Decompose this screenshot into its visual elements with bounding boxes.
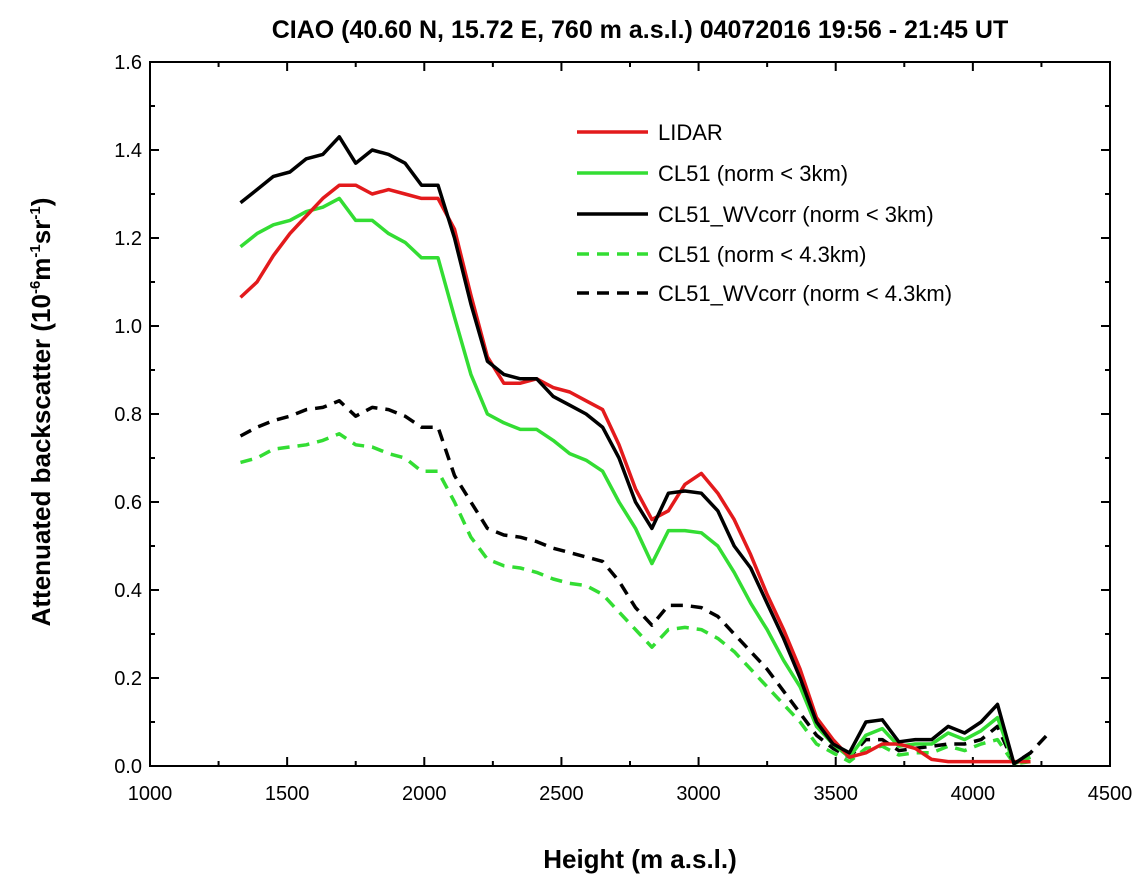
series-line-2 <box>239 135 1032 766</box>
x-tick-label: 3500 <box>813 783 858 805</box>
x-tick-label: 1000 <box>128 783 173 805</box>
x-tick-label: 1500 <box>265 783 310 805</box>
y-axis-label: Attenuated backscatter (10-6m-1sr-1) <box>26 198 56 627</box>
chart-title: CIAO (40.60 N, 15.72 E, 760 m a.s.l.) 04… <box>272 16 1009 44</box>
legend-label-2: CL51_WVcorr (norm < 3km) <box>658 202 934 227</box>
y-tick-label: 0.6 <box>114 492 142 514</box>
y-tick-label: 1.6 <box>114 52 142 74</box>
legend-label-0: LIDAR <box>658 120 723 145</box>
plot-area: 1000 1500 2000 2500 3000 3500 4000 4500 0.0 0.2 0.… <box>114 52 1132 805</box>
series-line-3 <box>240 432 1031 766</box>
y-tick-label: 1.0 <box>114 316 142 338</box>
y-axis-label-exp1: -6 <box>27 281 44 294</box>
y-axis-label-exp2: -1 <box>27 244 44 257</box>
y-tick-label: 0.4 <box>114 580 142 602</box>
y-tick-label: 0.8 <box>114 404 142 426</box>
y-axis-label-end: ) <box>26 198 56 207</box>
y-axis-label-exp3: -1 <box>27 206 44 219</box>
series-line-1 <box>239 196 1032 766</box>
x-tick-label: 4000 <box>951 783 996 805</box>
y-axis-label-mid: m <box>26 258 56 281</box>
legend-label-4: CL51_WVcorr (norm < 4.3km) <box>658 281 952 306</box>
x-tick-label: 4500 <box>1088 783 1133 805</box>
x-tick-label: 3000 <box>676 783 721 805</box>
x-tick-label: 2000 <box>402 783 447 805</box>
legend-label-1: CL51 (norm < 3km) <box>658 161 848 186</box>
y-tick-label: 0.0 <box>114 756 142 778</box>
x-axis-label: Height (m a.s.l.) <box>543 844 737 874</box>
series-line-4 <box>239 399 1049 766</box>
y-tick-label: 1.2 <box>114 228 142 250</box>
y-tick-label: 1.4 <box>114 140 142 162</box>
y-tick-label: 0.2 <box>114 668 142 690</box>
y-axis-label-mid2: sr <box>26 220 56 245</box>
series-line-0 <box>239 183 1031 764</box>
y-axis-label-main: Attenuated backscatter (10 <box>26 294 56 626</box>
legend-label-3: CL51 (norm < 4.3km) <box>658 242 866 267</box>
x-tick-label: 2500 <box>539 783 584 805</box>
